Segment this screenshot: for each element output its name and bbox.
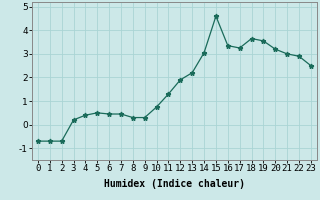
X-axis label: Humidex (Indice chaleur): Humidex (Indice chaleur) <box>104 179 245 189</box>
